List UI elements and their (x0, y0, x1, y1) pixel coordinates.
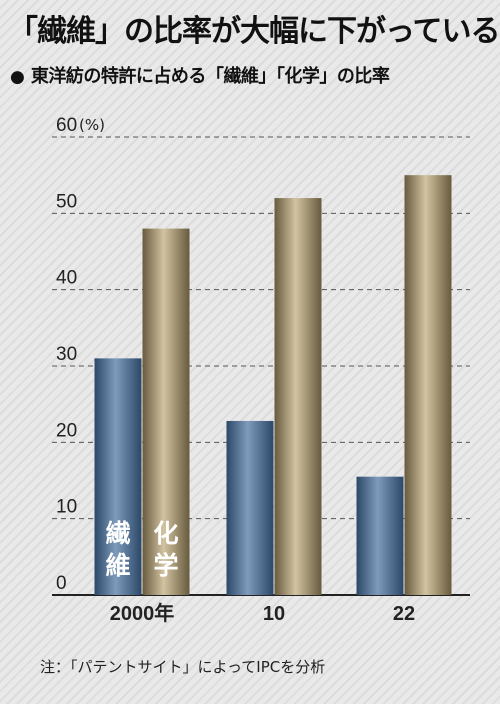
bar-繊維-22 (356, 476, 404, 595)
series-label-繊維-0: 繊 (105, 519, 130, 548)
bar-繊維-2000年 (94, 358, 142, 595)
bar-化学-22 (404, 175, 452, 595)
subtitle-row: ● 東洋紡の特許に占める「繊維」「化学」の比率 (10, 62, 390, 88)
bar-繊維-10 (226, 420, 274, 595)
series-label-化学-0: 化 (153, 519, 178, 548)
series-label-化学-1: 学 (153, 551, 178, 580)
y-tick-label-40: 40 (56, 268, 77, 289)
x-tick-label-10: 10 (263, 603, 285, 625)
chart-subtitle: 東洋紡の特許に占める「繊維」「化学」の比率 (30, 66, 390, 87)
y-tick-label-0: 0 (56, 573, 67, 594)
y-tick-label-10: 10 (56, 497, 77, 518)
y-tick-label-30: 30 (56, 344, 77, 365)
chart-title: 「繊維」の比率が大幅に下がっている (8, 14, 500, 49)
x-tick-label-2000年: 2000年 (110, 601, 175, 625)
y-tick-label-50: 50 (56, 191, 77, 212)
footnote: 注：「パテントサイト」によってIPCを分析 (40, 658, 326, 676)
bar-化学-2000年 (142, 228, 190, 595)
bars (94, 175, 452, 596)
y-tick-label-60: 60 (56, 115, 77, 136)
series-label-繊維-1: 維 (105, 551, 130, 580)
y-unit-label: (%) (79, 116, 105, 134)
bullet-icon: ● (10, 67, 25, 87)
bar-化学-10 (274, 198, 322, 596)
y-tick-label-20: 20 (56, 420, 77, 441)
x-tick-label-22: 22 (393, 603, 415, 625)
